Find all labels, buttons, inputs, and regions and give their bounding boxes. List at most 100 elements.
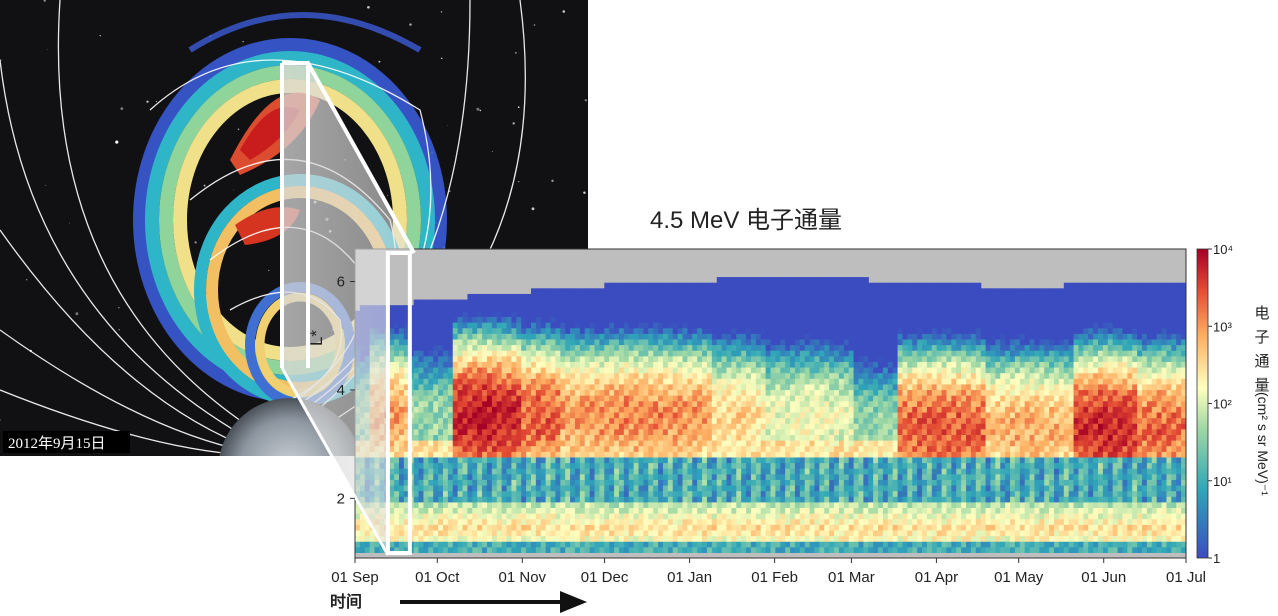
- heatmap-cell: [834, 451, 840, 458]
- heatmap-cell: [579, 355, 586, 362]
- heatmap-cell: [716, 361, 723, 368]
- heatmap-cell: [736, 350, 742, 357]
- heatmap-cell: [755, 451, 762, 458]
- heatmap-cell: [550, 350, 557, 357]
- heatmap-cell: [394, 338, 400, 346]
- heatmap-cell: [770, 423, 776, 430]
- heatmap-cell: [570, 400, 576, 407]
- heatmap-cell: [526, 496, 532, 503]
- heatmap-cell: [643, 524, 649, 531]
- heatmap-cell: [398, 423, 405, 430]
- heatmap-cell: [794, 299, 801, 306]
- heatmap-cell: [438, 473, 444, 480]
- heatmap-cell: [516, 378, 522, 385]
- heatmap-cell: [731, 546, 737, 553]
- heatmap-cell: [472, 383, 478, 391]
- star: [409, 23, 412, 26]
- heatmap-cell: [394, 423, 400, 430]
- heatmap-cell: [604, 468, 610, 475]
- heatmap-cell: [618, 355, 625, 362]
- heatmap-cell: [452, 529, 459, 537]
- heatmap-cell: [545, 462, 552, 469]
- heatmap-cell: [741, 518, 747, 525]
- heatmap-cell: [447, 496, 454, 503]
- heatmap-cell: [457, 361, 464, 368]
- heatmap-cell: [760, 282, 767, 289]
- heatmap-cell: [589, 513, 596, 520]
- heatmap-cell: [638, 327, 645, 334]
- heatmap-cell: [746, 434, 752, 441]
- heatmap-cell: [462, 490, 469, 497]
- heatmap-cell: [706, 389, 713, 396]
- heatmap-cell: [799, 338, 806, 346]
- heatmap-cell: [750, 496, 757, 503]
- heatmap-cell: [579, 361, 586, 368]
- heatmap-cell: [442, 541, 449, 548]
- heatmap-cell: [462, 411, 469, 419]
- heatmap-cell: [750, 350, 757, 357]
- heatmap-cell: [834, 372, 840, 379]
- heatmap-cell: [687, 344, 693, 351]
- heatmap-cell: [579, 344, 586, 351]
- heatmap-cell: [604, 535, 610, 542]
- heatmap-cell: [530, 383, 537, 391]
- heatmap-cell: [501, 529, 508, 537]
- heatmap-cell: [609, 411, 615, 419]
- heatmap-cell: [746, 389, 752, 396]
- heatmap-cell: [589, 501, 596, 509]
- heatmap-cell: [775, 299, 781, 306]
- heatmap-cell: [584, 322, 591, 329]
- heatmap-cell: [570, 389, 576, 396]
- heatmap-cell: [662, 518, 669, 525]
- heatmap-cell: [447, 546, 454, 553]
- heatmap-cell: [482, 417, 488, 424]
- heatmap-cell: [653, 389, 659, 396]
- heatmap-cell: [638, 282, 645, 289]
- heatmap-cell: [799, 434, 806, 441]
- heatmap-cell: [741, 529, 747, 537]
- heatmap-cell: [746, 344, 752, 351]
- heatmap-cell: [599, 440, 605, 447]
- heatmap-cell: [413, 372, 420, 379]
- heatmap-cell: [785, 372, 791, 379]
- heatmap-cell: [819, 355, 825, 362]
- heatmap-cell: [609, 333, 615, 340]
- heatmap-cell: [726, 344, 732, 351]
- heatmap-cell: [682, 451, 688, 458]
- heatmap-cell: [790, 361, 796, 368]
- heatmap-cell: [599, 546, 605, 553]
- heatmap-cell: [741, 389, 747, 396]
- heatmap-cell: [672, 484, 679, 492]
- heatmap-cell: [530, 333, 537, 340]
- heatmap-cell: [496, 333, 503, 340]
- heatmap-cell: [472, 434, 478, 441]
- heatmap-cell: [643, 316, 649, 323]
- heatmap-cell: [716, 411, 723, 419]
- heatmap-cell: [780, 445, 786, 452]
- heatmap-cell: [433, 541, 439, 548]
- heatmap-cell: [711, 378, 718, 385]
- heatmap-cell: [521, 395, 527, 402]
- heatmap-cell: [570, 322, 576, 329]
- heatmap-cell: [614, 355, 620, 362]
- heatmap-cell: [457, 322, 464, 329]
- heatmap-cell: [775, 423, 781, 430]
- heatmap-cell: [814, 496, 820, 503]
- heatmap-cell: [604, 462, 610, 469]
- heatmap-cell: [726, 366, 732, 374]
- heatmap-cell: [511, 322, 517, 329]
- heatmap-cell: [643, 305, 649, 312]
- heatmap-cell: [633, 468, 640, 475]
- heatmap-cell: [829, 400, 835, 407]
- heatmap-cell: [433, 350, 439, 357]
- heatmap-cell: [716, 322, 723, 329]
- heatmap-cell: [843, 277, 850, 284]
- heatmap-cell: [477, 473, 483, 480]
- heatmap-cell: [491, 355, 498, 362]
- heatmap-cell: [604, 546, 610, 553]
- heatmap-cell: [496, 316, 503, 323]
- heatmap-cell: [545, 445, 552, 452]
- heatmap-cell: [687, 406, 693, 413]
- heatmap-cell: [662, 507, 669, 514]
- heatmap-cell: [628, 344, 635, 351]
